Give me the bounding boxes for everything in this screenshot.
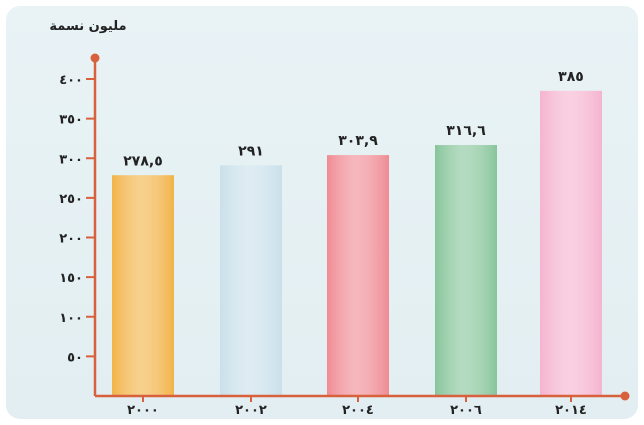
bar-highlight-0: [112, 175, 174, 396]
bar-value-label-3: ٣١٦,٦: [446, 123, 486, 139]
y-tick-label-0: ٥٠: [67, 350, 83, 365]
bar-value-label-4: ٣٨٥: [558, 69, 584, 85]
x-tick-label-1: ٢٠٠٢: [235, 403, 267, 418]
y-tick-label-7: ٤٠٠: [59, 73, 83, 88]
x-tick-label-0: ٢٠٠٠: [127, 403, 159, 418]
y-axis-end-dot: [90, 53, 100, 63]
y-tick-label-4: ٢٥٠: [59, 192, 83, 207]
x-tick-label-4: ٢٠١٤: [555, 403, 587, 418]
bar-highlight-3: [435, 145, 497, 396]
bar-highlight-4: [540, 90, 602, 396]
bar-highlight-1: [220, 165, 282, 396]
bar-highlight-2: [327, 155, 389, 396]
x-axis-end-dot: [620, 391, 630, 401]
bar-value-label-2: ٣٠٣,٩: [338, 133, 378, 149]
y-tick-label-3: ٢٠٠: [59, 232, 83, 247]
y-tick-label-5: ٣٠٠: [59, 152, 83, 167]
y-tick-label-2: ١٥٠: [59, 271, 83, 286]
bar-value-label-1: ٢٩١: [238, 143, 264, 159]
y-axis-unit-label: مليون نسمة: [49, 19, 126, 34]
y-tick-label-1: ١٠٠: [59, 311, 83, 326]
x-tick-label-2: ٢٠٠٤: [342, 403, 374, 418]
bar-value-label-0: ٢٧٨,٥: [123, 153, 163, 169]
y-tick-label-6: ٣٥٠: [59, 113, 83, 128]
chart-panel: [6, 6, 638, 419]
x-tick-label-3: ٢٠٠٦: [450, 403, 482, 418]
